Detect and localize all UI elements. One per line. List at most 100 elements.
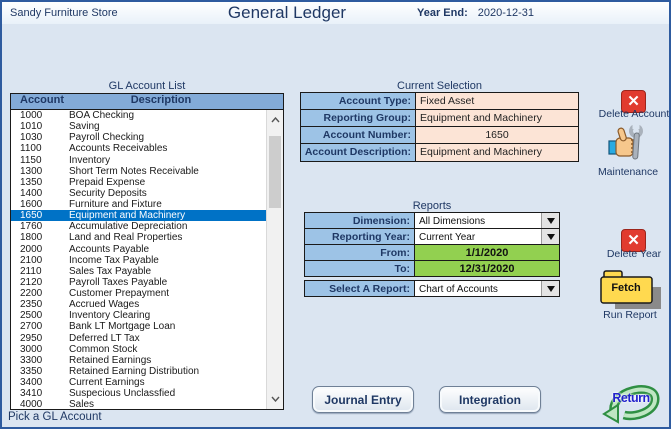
list-item[interactable]: 2950 Deferred LT Tax (11, 333, 266, 344)
selection-field-label: Account Type: (301, 93, 415, 110)
from-label: From: (305, 245, 415, 260)
integration-button[interactable]: Integration (439, 386, 541, 413)
dimension-select[interactable]: All Dimensions (415, 213, 559, 228)
list-header: Account Description (11, 94, 283, 110)
account-number: 3300 (20, 354, 43, 366)
reports-title: Reports (412, 200, 452, 212)
account-description: Suspecious Unclassfied (69, 388, 176, 400)
selection-field-value: Equipment and Machinery (415, 110, 578, 127)
account-description: Payroll Checking (69, 132, 145, 144)
list-item[interactable]: 1800 Land and Real Properties (11, 232, 266, 243)
list-item[interactable]: 1010 Saving (11, 121, 266, 132)
list-item[interactable]: 3350 Retained Earning Distribution (11, 366, 266, 377)
account-number: 3410 (20, 388, 43, 400)
select-report-value: Chart of Accounts (419, 283, 498, 295)
account-description: Retained Earnings (69, 354, 152, 366)
select-report-label: Select A Report: (305, 281, 415, 296)
list-item[interactable]: 1030 Payroll Checking (11, 132, 266, 143)
account-number: 4000 (20, 399, 43, 409)
account-description: Short Term Notes Receivable (69, 165, 199, 177)
list-item[interactable]: 2110 Sales Tax Payable (11, 266, 266, 277)
account-number: 1000 (20, 110, 43, 121)
account-number: 1300 (20, 165, 43, 177)
list-item[interactable]: 2200 Customer Prepayment (11, 288, 266, 299)
list-item[interactable]: 2000 Accounts Payable (11, 244, 266, 255)
delete-year-label[interactable]: Delete Year (606, 248, 662, 260)
reporting-year-row: Reporting Year: Current Year (304, 228, 560, 245)
list-item[interactable]: 1000 BOA Checking (11, 110, 266, 121)
account-number: 1400 (20, 187, 43, 199)
scrollbar[interactable] (266, 110, 283, 409)
list-item[interactable]: 1300 Short Term Notes Receivable (11, 166, 266, 177)
account-number: 2100 (20, 254, 43, 266)
list-item[interactable]: 1400 Security Deposits (11, 188, 266, 199)
account-number: 1010 (20, 121, 43, 133)
company-name: Sandy Furniture Store (10, 7, 118, 19)
run-report-label[interactable]: Run Report (603, 309, 657, 321)
list-item[interactable]: 2700 Bank LT Mortgage Loan (11, 321, 266, 332)
maintenance-icon[interactable] (608, 123, 648, 165)
account-description: Sales Tax Payable (69, 265, 152, 277)
list-item[interactable]: 3000 Common Stock (11, 344, 266, 355)
delete-year-icon[interactable]: ✕ (621, 229, 646, 252)
list-item[interactable]: 1600 Furniture and Fixture (11, 199, 266, 210)
current-selection-panel: Account Type: Fixed Asset Reporting Group:… (300, 92, 579, 162)
account-description: Saving (69, 121, 100, 133)
delete-account-icon[interactable]: ✕ (621, 90, 646, 113)
from-date-field[interactable]: 1/1/2020 (415, 245, 559, 260)
account-number: 1650 (20, 210, 43, 222)
account-description: Payroll Taxes Payable (69, 276, 168, 288)
list-item[interactable]: 3400 Current Earnings (11, 377, 266, 388)
account-description: Common Stock (69, 343, 138, 355)
account-number: 1350 (20, 176, 43, 188)
chevron-down-icon[interactable] (541, 229, 559, 244)
list-item[interactable]: 1760 Accumulative Depreciation (11, 221, 266, 232)
list-item[interactable]: 1650 Equipment and Machinery (11, 210, 266, 222)
header-bar: Sandy Furniture Store General Ledger Yea… (2, 2, 669, 24)
fetch-label: Fetch (611, 282, 641, 294)
reporting-year-select[interactable]: Current Year (415, 229, 559, 244)
list-item[interactable]: 3410 Suspecious Unclassfied (11, 388, 266, 399)
account-description: Customer Prepayment (69, 288, 170, 299)
dimension-row: Dimension: All Dimensions (304, 212, 560, 229)
list-item[interactable]: 1150 Inventory (11, 155, 266, 166)
account-number: 2200 (20, 288, 43, 299)
list-item[interactable]: 2500 Inventory Clearing (11, 310, 266, 321)
list-item[interactable]: 2120 Payroll Taxes Payable (11, 277, 266, 288)
to-date-field[interactable]: 12/31/2020 (415, 261, 559, 276)
selection-field-value: 1650 (415, 127, 578, 144)
status-text: Pick a GL Account (8, 411, 102, 423)
list-item[interactable]: 2350 Accrued Wages (11, 299, 266, 310)
gl-account-list: Account Description 1000 BOA Checking 1010… (10, 93, 284, 410)
list-item[interactable]: 3300 Retained Earnings (11, 355, 266, 366)
column-header-account: Account (20, 94, 64, 106)
account-number: 3400 (20, 377, 43, 388)
account-description: BOA Checking (69, 110, 135, 121)
chevron-down-icon[interactable] (541, 281, 559, 296)
journal-entry-button[interactable]: Journal Entry (312, 386, 414, 413)
account-description: Sales (69, 399, 95, 409)
dimension-value: All Dimensions (419, 215, 486, 227)
account-description: Accumulative Depreciation (69, 221, 188, 233)
return-button[interactable]: Return (600, 378, 662, 424)
scroll-down-icon[interactable] (267, 391, 283, 407)
reports-panel: Dimension: All Dimensions Reporting Year… (304, 212, 560, 297)
scrollbar-thumb[interactable] (269, 136, 281, 208)
chevron-down-icon[interactable] (541, 213, 559, 228)
list-item[interactable]: 2100 Income Tax Payable (11, 255, 266, 266)
to-row: To: 12/31/2020 (304, 260, 560, 277)
selection-field-label: Account Description: (301, 144, 415, 161)
column-header-description: Description (130, 94, 192, 106)
scroll-up-icon[interactable] (267, 112, 283, 128)
select-report-select[interactable]: Chart of Accounts (415, 281, 559, 296)
account-number: 2350 (20, 299, 43, 311)
year-end-value: 2020-12-31 (477, 7, 535, 19)
list-item[interactable]: 4000 Sales (11, 399, 266, 409)
list-item[interactable]: 1350 Prepaid Expense (11, 177, 266, 188)
maintenance-label[interactable]: Maintenance (597, 166, 659, 178)
run-report-button[interactable]: Fetch (599, 269, 661, 309)
delete-account-label[interactable]: Delete Account (598, 108, 670, 120)
list-item[interactable]: 1100 Accounts Receivables (11, 143, 266, 154)
account-description: Income Tax Payable (69, 254, 159, 266)
